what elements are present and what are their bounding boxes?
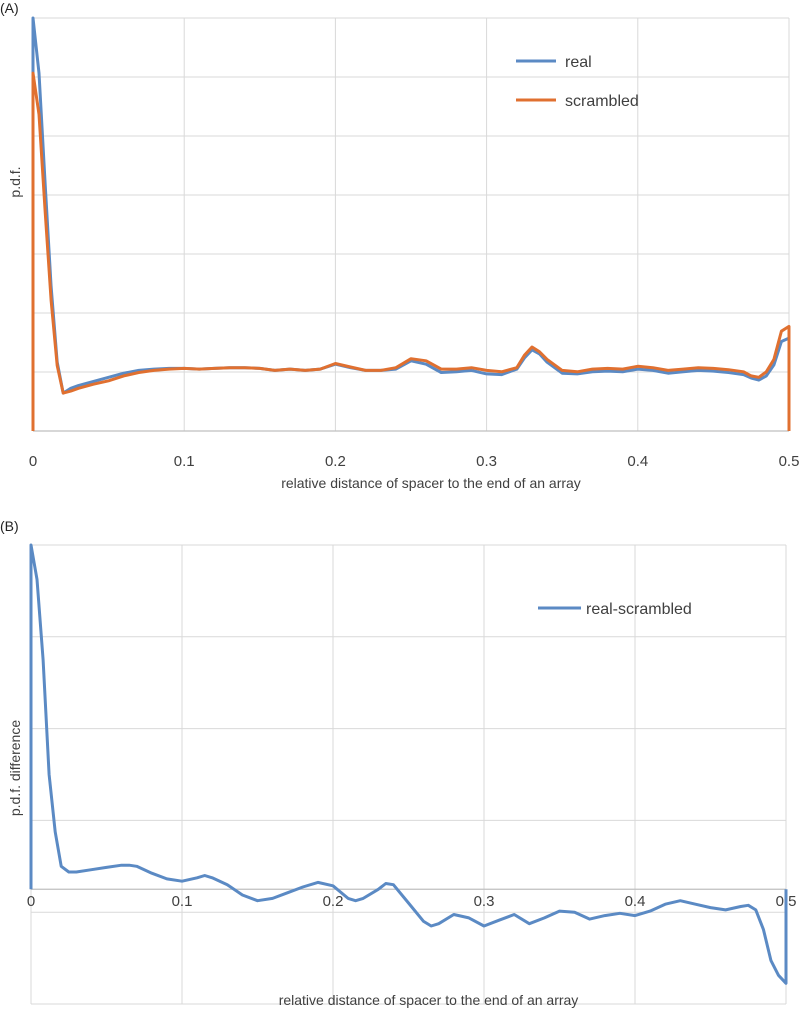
x-tick-label: 0 xyxy=(27,893,35,910)
legend-label: scrambled xyxy=(565,93,639,110)
x-tick-label: 0.5 xyxy=(779,453,800,470)
x-axis-label: relative distance of spacer to the end o… xyxy=(279,992,579,1008)
x-tick-label: 0.3 xyxy=(474,893,495,910)
chart-a: 0 0.1 0.2 0.3 0.4 0.5 relative distance of spa… xyxy=(7,16,800,491)
series-line-real-scrambled xyxy=(29,543,788,985)
panel-label-a: (A) xyxy=(0,0,19,16)
x-tick-label: 0.1 xyxy=(174,453,195,470)
y-axis-label: p.d.f. xyxy=(7,166,23,197)
series-line-real xyxy=(31,16,791,431)
series-line-scrambled xyxy=(31,71,791,431)
legend-label: real-scrambled xyxy=(586,601,692,618)
x-tick-label: 0.2 xyxy=(325,453,346,470)
x-axis-label: relative distance of spacer to the end o… xyxy=(281,475,581,491)
panel-label-b: (B) xyxy=(0,518,19,534)
gridlines xyxy=(30,544,787,1005)
x-tick-label: 0.4 xyxy=(627,453,648,470)
x-tick-label: 0.2 xyxy=(323,893,344,910)
x-tick-label: 0.1 xyxy=(172,893,193,910)
x-tick-label: 0.3 xyxy=(476,453,497,470)
x-tick-label: 0 xyxy=(29,453,37,470)
x-tick-label: 0.4 xyxy=(625,893,646,910)
y-axis-label: p.d.f. difference xyxy=(7,720,23,816)
legend-label: real xyxy=(565,54,592,71)
